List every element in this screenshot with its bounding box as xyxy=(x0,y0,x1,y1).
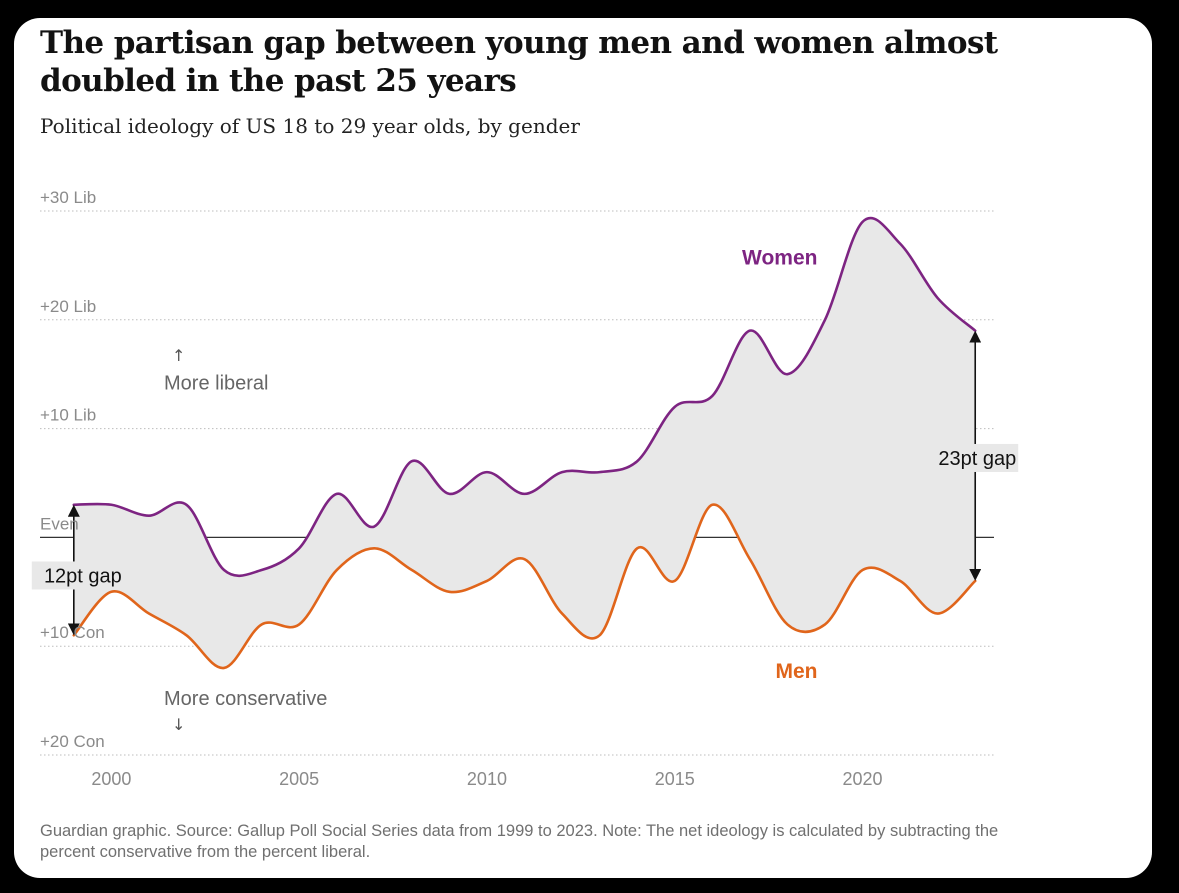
gap-end-label: 23pt gap xyxy=(938,448,1016,470)
data-point-men xyxy=(710,503,714,507)
data-point-men xyxy=(898,579,902,583)
data-point-women xyxy=(372,525,376,529)
legend-women: Women xyxy=(742,246,817,269)
data-point-men xyxy=(147,612,151,616)
data-point-women xyxy=(748,329,752,333)
data-point-women xyxy=(297,546,301,550)
data-point-men xyxy=(184,633,188,637)
data-point-men xyxy=(785,622,789,626)
data-point-men xyxy=(523,557,527,561)
data-point-women xyxy=(184,503,188,507)
data-point-women xyxy=(109,503,113,507)
data-point-men xyxy=(748,557,752,561)
gap-start-label-bg xyxy=(31,561,124,590)
y-tick-label: +20 Lib xyxy=(40,297,96,316)
data-point-women xyxy=(823,318,827,322)
data-point-women xyxy=(598,470,602,474)
data-point-men xyxy=(372,546,376,550)
annotation-layer: 12pt gap 23pt gap xyxy=(31,330,1019,636)
data-point-men xyxy=(861,568,865,572)
data-point-men xyxy=(823,622,827,626)
x-tick-label: 2020 xyxy=(843,769,883,789)
more-conservative-label: More conservative xyxy=(164,688,327,710)
data-point-men xyxy=(410,568,414,572)
data-point-women xyxy=(72,503,76,507)
data-point-women xyxy=(147,514,151,518)
y-tick-label: +30 Lib xyxy=(40,188,96,207)
data-point-women xyxy=(260,568,264,572)
data-point-women xyxy=(710,394,714,398)
arrow-down-icon: ↓ xyxy=(172,715,185,734)
arrow-up-icon: ↑ xyxy=(172,346,185,365)
data-point-men xyxy=(447,590,451,594)
data-point-women xyxy=(635,459,639,463)
series-line-layer xyxy=(72,216,977,670)
legend-men: Men xyxy=(775,660,817,683)
data-point-women xyxy=(673,405,677,409)
chart-title: The partisan gap between young men and w… xyxy=(40,25,998,99)
series-line-women xyxy=(72,216,977,578)
source-note: Guardian graphic. Source: Gallup Poll So… xyxy=(40,822,999,861)
data-point-women xyxy=(485,470,489,474)
data-point-men xyxy=(335,568,339,572)
data-point-men xyxy=(485,579,489,583)
y-tick-label: +10 Con xyxy=(40,623,105,642)
chart-card: The partisan gap between young men and w… xyxy=(14,18,1152,878)
data-point-women xyxy=(973,329,977,333)
gap-end-label-bg xyxy=(926,443,1019,472)
data-point-women xyxy=(447,492,451,496)
series-line-men xyxy=(72,503,977,670)
data-point-women xyxy=(523,492,527,496)
data-point-men xyxy=(936,612,940,616)
data-point-women xyxy=(560,470,564,474)
data-point-men xyxy=(297,622,301,626)
data-point-women xyxy=(861,220,865,224)
x-tick-label: 2015 xyxy=(655,769,695,789)
data-point-women xyxy=(335,492,339,496)
gap-area xyxy=(73,218,976,669)
label-layer: +30 Lib +20 Lib +10 Lib Even +10 Con +20 Con 2… xyxy=(40,188,883,789)
y-tick-label: Even xyxy=(40,514,79,533)
data-point-men xyxy=(109,590,113,594)
chart-subtitle: Political ideology of US 18 to 29 year o… xyxy=(40,114,580,138)
data-point-women xyxy=(898,242,902,246)
data-point-men xyxy=(673,579,677,583)
x-tick-label: 2005 xyxy=(279,769,319,789)
x-tick-label: 2010 xyxy=(467,769,507,789)
y-tick-label: +10 Lib xyxy=(40,406,96,425)
data-point-women xyxy=(785,372,789,376)
data-point-men xyxy=(560,612,564,616)
data-point-women xyxy=(222,568,226,572)
x-tick-label: 2000 xyxy=(91,769,131,789)
data-point-women xyxy=(936,296,940,300)
data-point-men xyxy=(598,633,602,637)
y-tick-label: +20 Con xyxy=(40,732,105,751)
data-point-men xyxy=(260,622,264,626)
line-chart: 12pt gap 23pt gap +30 Lib +20 Lib +10 Lib Ev… xyxy=(31,188,1019,789)
gap-area-layer xyxy=(73,218,976,669)
more-liberal-label: More liberal xyxy=(164,372,268,394)
data-point-men xyxy=(222,666,226,670)
data-point-men xyxy=(973,579,977,583)
data-point-women xyxy=(410,459,414,463)
data-point-men xyxy=(635,546,639,550)
gap-start-label: 12pt gap xyxy=(44,565,122,587)
